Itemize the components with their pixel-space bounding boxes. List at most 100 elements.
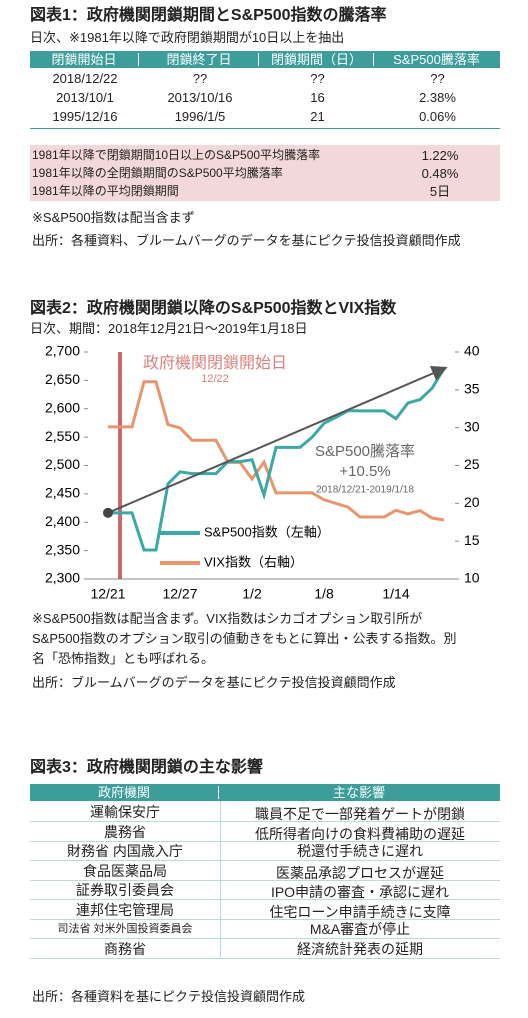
table-header-cell: 閉鎖開始日 bbox=[30, 53, 139, 66]
x-tick-label: 12/21 bbox=[90, 586, 125, 602]
table-cell: ?? bbox=[430, 71, 445, 86]
table-cell: 食品医薬品局 bbox=[83, 862, 167, 879]
y-tick-label: 2,600 bbox=[45, 399, 80, 415]
y-tick-label: 2,650 bbox=[45, 371, 80, 387]
summary-bg bbox=[30, 145, 500, 201]
row-rule bbox=[30, 860, 500, 861]
summary-label: 1981年以降で閉鎖期間10日以上のS&P500平均騰落率 bbox=[32, 148, 321, 162]
y-tick-label: 2,450 bbox=[45, 485, 80, 501]
x-tick-label: 1/8 bbox=[314, 586, 334, 602]
table-cell: 2013/10/16 bbox=[167, 90, 233, 105]
source: 出所：ブルームバーグのデータを基にピクテ投信投資顧問作成 bbox=[32, 675, 396, 690]
y2-tick-label: 20 bbox=[464, 494, 480, 510]
table-cell: 医薬品承認プロセスが遅延 bbox=[276, 864, 444, 881]
table-cell: 2013/10/1 bbox=[56, 90, 114, 105]
y-tick-label: 2,500 bbox=[45, 456, 80, 472]
table-cell: 21 bbox=[310, 109, 325, 124]
change-start bbox=[103, 507, 113, 518]
table-cell: 税還付手続きに遅れ bbox=[297, 843, 423, 859]
row-rule bbox=[30, 879, 500, 881]
table-cell: M&A審査が停止 bbox=[309, 921, 411, 937]
row-rule bbox=[30, 938, 500, 939]
table-header-bg bbox=[30, 784, 500, 801]
subtitle: 日次、期間：2018年12月21日～2019年1月18日 bbox=[30, 321, 308, 336]
y2-tick-label: 15 bbox=[464, 532, 480, 548]
row-rule bbox=[30, 918, 500, 920]
note: 名「恐怖指数」とも呼ばれる。 bbox=[32, 651, 215, 666]
table-header-cell: 主な影響 bbox=[332, 785, 385, 800]
row-rule bbox=[30, 840, 500, 842]
event-label: 政府機関閉鎖開始日 bbox=[143, 354, 287, 372]
change-value: +10.5% bbox=[339, 463, 390, 480]
table-cell: 0.06% bbox=[419, 109, 456, 124]
summary-label: 1981年以降の平均閉鎖期間 bbox=[32, 184, 179, 198]
table-cell: 16 bbox=[310, 90, 325, 105]
table-cell: 1995/12/16 bbox=[52, 109, 118, 124]
table-cell: 職員不足で一部発着ゲートが閉鎖 bbox=[255, 806, 465, 822]
summary-value: 1.22% bbox=[421, 148, 459, 163]
y-tick-label: 2,700 bbox=[45, 343, 80, 359]
series-line bbox=[108, 367, 446, 552]
event-line bbox=[118, 352, 122, 579]
y2-tick-label: 30 bbox=[464, 418, 480, 434]
summary-label: 1981年以降の全閉鎖期間のS&P500平均騰落率 bbox=[32, 166, 283, 180]
title: 図表2：政府機関閉鎖以降のS&P500指数とVIX指数 bbox=[30, 300, 397, 317]
table-cell: 2.38% bbox=[419, 90, 456, 105]
table-cell: 運輸保安庁 bbox=[90, 804, 160, 820]
table-header-cell: S&P500騰落率 bbox=[393, 52, 480, 67]
y2-tick-label: 25 bbox=[464, 456, 480, 472]
summary-value: 0.48% bbox=[421, 166, 459, 181]
note: ※S&P500指数は配当含まず bbox=[32, 210, 195, 225]
table-cell: 財務省 内国歳入庁 bbox=[67, 843, 183, 859]
chart: 2,300 2,350 2,400 2,450 2,500 2,550 2,600 2,650… bbox=[45, 343, 480, 602]
source: 出所：各種資料を基にピクテ投信投資顧問作成 bbox=[32, 989, 306, 1004]
row-rule bbox=[30, 821, 500, 822]
note: S&P500指数のオプション取引の値動きをもとに算出・公表する指数。別 bbox=[32, 631, 457, 646]
table-cell: 農務省 bbox=[104, 823, 146, 840]
subtitle: 日次、※1981年以降で政府閉鎖期間が10日以上を抽出 bbox=[30, 30, 345, 45]
title: 図表3：政府機関閉鎖の主な影響 bbox=[30, 759, 263, 776]
y2-tick-label: 10 bbox=[464, 570, 480, 586]
source: 出所：各種資料、ブルームバーグのデータを基にピクテ投信投資顧問作成 bbox=[32, 233, 461, 248]
change-period: 2018/12/21-2019/1/18 bbox=[316, 485, 414, 496]
x-tick-label: 1/2 bbox=[242, 586, 262, 602]
note: ※S&P500指数は配当含まず。VIX指数はシカゴオプション取引所が bbox=[32, 611, 423, 626]
y-tick-label: 2,550 bbox=[45, 428, 80, 444]
change-arrow bbox=[107, 366, 448, 514]
table-header-cell: 閉鎖終了日 bbox=[140, 53, 259, 66]
y-tick-label: 2,300 bbox=[45, 570, 80, 586]
y2-tick-label: 35 bbox=[464, 381, 480, 397]
table-cell: 連邦住宅管理局 bbox=[76, 901, 174, 918]
legend-label: VIX指数（右軸） bbox=[204, 554, 303, 569]
table-cell: 住宅ローン申請手続きに支障 bbox=[269, 903, 451, 920]
column-rule bbox=[220, 801, 221, 957]
table-cell: 低所得者向けの食料費補助の遅延 bbox=[255, 825, 465, 842]
table-cell: ?? bbox=[192, 71, 208, 86]
table-header-bg bbox=[30, 51, 500, 68]
change-title: S&P500騰落率 bbox=[315, 442, 415, 460]
table-cell: 証券取引委員会 bbox=[76, 882, 174, 898]
table-cell: 司法省 対米外国投資委員会 bbox=[57, 923, 193, 935]
y-tick-label: 2,400 bbox=[45, 513, 80, 529]
legend-label: S&P500指数（左軸） bbox=[204, 524, 330, 539]
table-cell: 商務省 bbox=[104, 940, 146, 957]
series-line bbox=[108, 380, 445, 522]
x-tick-label: 1/14 bbox=[382, 586, 409, 602]
table-cell: 1996/1/5 bbox=[174, 109, 226, 124]
table-rule bbox=[30, 128, 500, 129]
event-date: 12/22 bbox=[201, 373, 229, 385]
row-rule bbox=[30, 957, 500, 959]
summary-value: 5日 bbox=[429, 184, 451, 199]
table-cell: 2018/12/22 bbox=[52, 71, 118, 86]
y2-tick-label: 40 bbox=[464, 343, 480, 359]
table-cell: IPO申請の審査・承認に遅れ bbox=[270, 884, 450, 900]
table-cell: ?? bbox=[310, 71, 325, 86]
y-tick-label: 2,350 bbox=[45, 541, 80, 557]
table-header-cell: 閉鎖期間（日） bbox=[260, 53, 374, 66]
table-cell: 経済統計発表の延期 bbox=[297, 940, 423, 957]
x-tick-label: 12/27 bbox=[162, 586, 197, 602]
row-rule bbox=[30, 899, 500, 900]
title: 図表1：政府機関閉鎖期間とS&P500指数の騰落率 bbox=[30, 7, 387, 24]
table-header-cell: 政府機関 bbox=[30, 786, 219, 799]
